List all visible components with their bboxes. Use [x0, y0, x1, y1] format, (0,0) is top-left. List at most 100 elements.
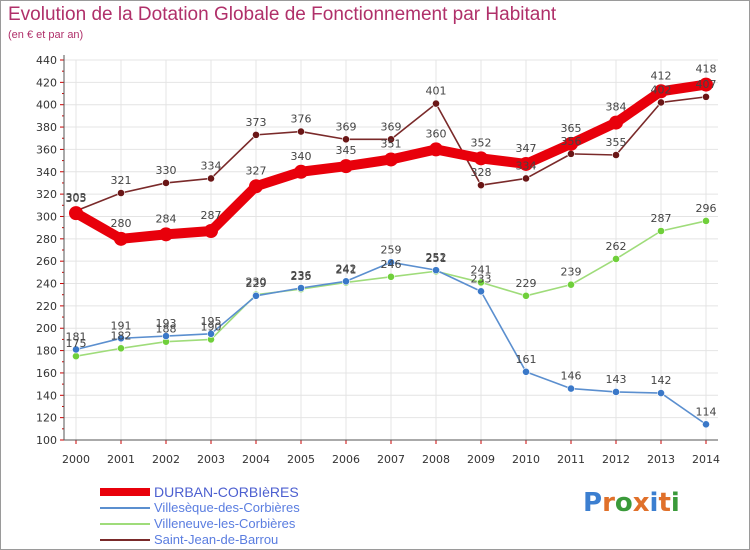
legend-label-villeseque: Villesèque-des-Corbières [154, 500, 300, 515]
x-tick-label: 2010 [512, 453, 540, 466]
y-tick-label: 240 [36, 278, 57, 291]
y-tick-label: 200 [36, 322, 57, 335]
logo-letter: r [602, 488, 615, 518]
y-tick-label: 280 [36, 233, 57, 246]
y-tick-label: 360 [36, 143, 57, 156]
data-point [252, 130, 260, 139]
data-label: 188 [156, 323, 177, 336]
x-tick-label: 2008 [422, 453, 450, 466]
data-label: 230 [246, 276, 267, 289]
y-tick-label: 340 [36, 166, 57, 179]
chart-subtitle: (en € et par an) [8, 29, 84, 41]
data-label: 330 [156, 164, 177, 177]
data-point [342, 277, 350, 286]
y-tick-label: 320 [36, 188, 57, 201]
data-point [702, 92, 710, 101]
data-label: 280 [111, 217, 132, 230]
data-point [204, 224, 218, 238]
logo-letter: x [632, 488, 650, 518]
y-tick-label: 140 [36, 389, 57, 402]
legend-label-durban: DURBAN-CORBIèRES [154, 484, 299, 500]
logo-letter: P [583, 488, 603, 518]
y-tick-label: 100 [36, 434, 57, 447]
y-tick-label: 220 [36, 300, 57, 313]
data-point [432, 266, 440, 275]
data-labels: 305 321 330 334 373 376 369 369 401 328 334 356 355 4… [66, 63, 717, 419]
data-point [567, 149, 575, 158]
x-tick-label: 2011 [557, 453, 585, 466]
data-point [162, 332, 170, 340]
data-point [564, 136, 578, 151]
y-tick-label: 260 [36, 255, 57, 268]
legend-swatch-villeneuve [100, 523, 150, 525]
data-point [117, 344, 125, 353]
legend-label-villeneuve: Villeneuve-les-Corbières [154, 516, 296, 531]
legend-item-durban[interactable]: DURBAN-CORBIèRES [100, 484, 400, 500]
axes: 1001201401601802002202402602803003203403… [36, 54, 720, 466]
x-tick-label: 2006 [332, 453, 360, 466]
data-label: 351 [381, 137, 402, 150]
y-tick-label: 120 [36, 412, 57, 425]
data-point [387, 135, 395, 144]
proxiti-logo[interactable]: Proxiti [583, 488, 680, 518]
data-label: 252 [426, 251, 447, 264]
series-0 [69, 77, 713, 246]
data-label: 259 [381, 243, 402, 256]
data-point [387, 272, 395, 281]
data-label: 347 [516, 142, 537, 155]
data-label: 355 [606, 136, 627, 149]
data-point [207, 329, 215, 338]
x-tick-label: 2005 [287, 453, 315, 466]
data-point [477, 287, 485, 296]
data-label: 229 [246, 277, 267, 290]
data-label: 360 [426, 127, 447, 140]
data-label: 384 [606, 101, 627, 114]
data-point [657, 389, 665, 397]
x-tick-label: 2007 [377, 453, 405, 466]
x-tick-label: 2000 [62, 453, 90, 466]
data-point [339, 159, 353, 174]
legend-swatch-durban [100, 488, 150, 496]
data-point [72, 352, 80, 361]
data-point [609, 115, 623, 130]
data-label: 334 [516, 159, 537, 172]
data-label: 296 [696, 202, 717, 215]
legend-swatch-saint-jean [100, 539, 150, 541]
data-label: 181 [66, 330, 87, 343]
y-tick-label: 440 [36, 54, 57, 67]
legend-item-villeseque[interactable]: Villesèque-des-Corbières [100, 500, 400, 516]
data-point [474, 151, 488, 166]
data-label: 146 [561, 370, 582, 383]
data-label: 328 [471, 166, 492, 179]
data-point [117, 189, 125, 197]
legend-item-villeneuve[interactable]: Villeneuve-les-Corbières [100, 516, 400, 532]
data-point [702, 217, 710, 225]
data-label: 418 [696, 63, 717, 76]
x-tick-label: 2013 [647, 453, 675, 466]
data-point [159, 227, 173, 242]
data-label: 287 [201, 209, 222, 222]
data-point [522, 367, 530, 376]
data-label: 241 [336, 263, 357, 276]
data-label: 284 [156, 212, 177, 225]
logo-letter: i [649, 488, 659, 518]
data-label: 235 [291, 270, 312, 283]
data-point [654, 84, 668, 99]
legend-label-saint-jean: Saint-Jean-de-Barrou [154, 532, 279, 547]
data-label: 190 [201, 320, 222, 333]
data-label: 369 [381, 120, 402, 133]
data-point [162, 179, 170, 187]
data-label: 241 [471, 263, 492, 276]
legend-item-saint-jean[interactable]: Saint-Jean-de-Barrou [100, 532, 400, 548]
data-label: 334 [201, 159, 222, 172]
data-point [72, 345, 80, 354]
chart-title: Evolution de la Dotation Globale de Fonc… [8, 4, 557, 25]
data-label: 191 [111, 319, 132, 332]
data-point [387, 258, 395, 267]
data-label: 369 [336, 120, 357, 133]
data-point [699, 77, 713, 92]
y-tick-label: 300 [36, 210, 57, 223]
data-point [342, 135, 350, 144]
data-label: 142 [651, 374, 672, 387]
